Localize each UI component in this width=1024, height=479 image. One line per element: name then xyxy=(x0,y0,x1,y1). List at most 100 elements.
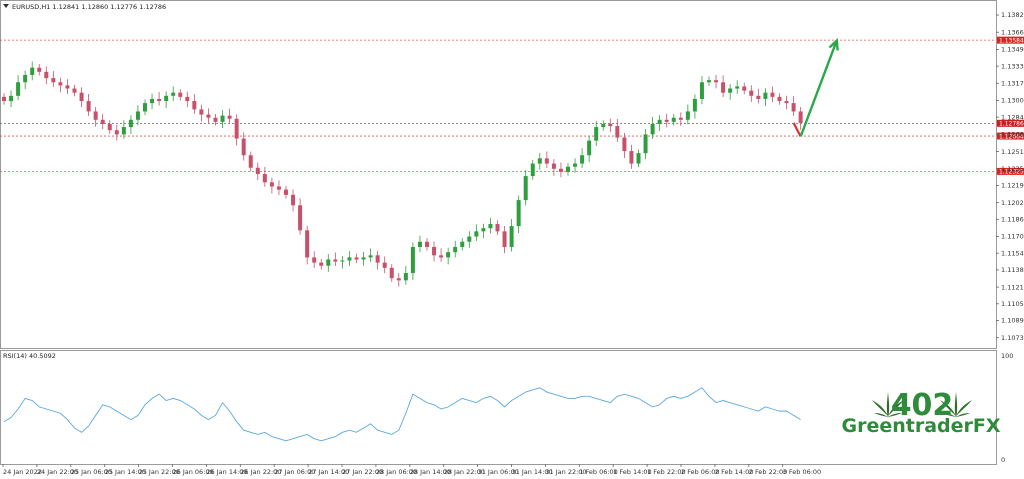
greentraderfx-logo: 402 GreentraderFX xyxy=(841,388,1000,437)
candle-body xyxy=(678,117,683,120)
y-tick-label: 1.12680 xyxy=(1001,131,1024,139)
candle-body xyxy=(566,166,570,172)
candle-body xyxy=(770,92,775,97)
candle-body xyxy=(93,111,98,120)
candle-body xyxy=(784,101,789,104)
candle-body xyxy=(368,255,373,258)
candle-body xyxy=(530,163,535,177)
candle-body xyxy=(107,123,112,131)
candle-body xyxy=(587,140,592,156)
x-tick-label: 27 Jan 22:00 xyxy=(342,468,383,476)
main-panel-frame xyxy=(0,0,997,349)
candle-body xyxy=(763,92,768,99)
candle-body xyxy=(749,90,754,96)
y-tick-label: 1.12025 xyxy=(1001,199,1024,207)
candle-body xyxy=(756,95,761,99)
candle-body xyxy=(185,96,190,102)
candle-body xyxy=(636,153,641,164)
y-tick-label: 1.13170 xyxy=(1001,80,1024,88)
candle-body xyxy=(199,109,204,115)
x-tick-label: 2 Feb 22:00 xyxy=(749,468,788,476)
candle-body xyxy=(629,151,634,164)
candle-body xyxy=(51,78,56,83)
price-axis: 1.13584 1.12786 1.12664 1.12325 1.13825 1.136… xyxy=(996,11,1024,342)
candle-body xyxy=(685,111,690,120)
candle-body xyxy=(460,241,465,247)
candle-body xyxy=(114,130,119,135)
y-tick-label: 1.13825 xyxy=(1001,11,1024,19)
candle-body xyxy=(305,230,310,258)
candle-body xyxy=(206,114,211,118)
x-tick-label: 28 Jan 22:00 xyxy=(444,468,485,476)
candle-body xyxy=(135,111,140,120)
candle-body xyxy=(143,103,147,112)
candle-body xyxy=(269,182,274,187)
candle-body xyxy=(333,259,338,262)
x-tick-label: 26 Jan 14:00 xyxy=(206,468,247,476)
candle-body xyxy=(220,115,225,122)
price-tag-label: 1.13584 xyxy=(999,37,1024,44)
candle-body xyxy=(312,257,317,263)
candle-body xyxy=(128,119,133,128)
candle-body xyxy=(121,127,126,135)
x-tick-label: 1 Feb 14:00 xyxy=(613,468,652,476)
candle-body xyxy=(714,80,719,83)
candle-body xyxy=(319,262,324,266)
price-tag xyxy=(997,167,1024,175)
candle-body xyxy=(467,236,472,242)
candle-body xyxy=(2,96,6,102)
forecast-arrows xyxy=(792,37,839,137)
candle-body xyxy=(509,226,514,247)
candle-body xyxy=(615,126,620,138)
y-tick-label: 1.12845 xyxy=(1001,113,1024,121)
candle-body xyxy=(23,74,28,83)
candle-body xyxy=(657,119,662,124)
y-tick-label: 1.10895 xyxy=(1001,317,1024,325)
candle-body xyxy=(453,246,458,253)
candle-body xyxy=(481,228,486,232)
candle-body xyxy=(58,82,63,86)
y-tick-label: 1.10730 xyxy=(1001,334,1024,342)
y-tick-label: 1.12350 xyxy=(1001,165,1024,173)
y-tick-label: 1.11700 xyxy=(1001,233,1024,241)
candle-body xyxy=(425,241,429,247)
x-tick-label: 27 Jan 14:00 xyxy=(308,468,349,476)
rsi-line xyxy=(3,387,801,442)
x-tick-label: 24 Jan 22:00 xyxy=(37,468,78,476)
candle-body xyxy=(594,127,599,141)
candle-body xyxy=(86,101,91,112)
x-tick-label: 24 Jan 2022 xyxy=(3,468,42,476)
candle-body xyxy=(523,176,528,201)
candle-body xyxy=(157,98,162,102)
candlesticks xyxy=(2,61,803,287)
y-tick-label: 1.13335 xyxy=(1001,62,1024,70)
header-triangle-icon[interactable] xyxy=(3,4,9,8)
candle-body xyxy=(432,246,437,256)
candle-body xyxy=(777,96,782,102)
price-tag xyxy=(997,119,1024,127)
leaf-shape xyxy=(872,392,904,418)
candle-body xyxy=(502,231,507,247)
candle-body xyxy=(192,101,197,110)
candle-body xyxy=(241,138,246,156)
candle-body xyxy=(735,86,740,89)
candle-body xyxy=(544,158,549,164)
candle-body xyxy=(439,255,444,258)
candle-body xyxy=(551,163,556,169)
candle-body xyxy=(354,257,359,260)
price-tag-label: 1.12786 xyxy=(999,121,1024,128)
candle-body xyxy=(375,255,380,263)
candle-body xyxy=(171,92,176,96)
y-tick-label: 1.11215 xyxy=(1001,283,1024,291)
x-tick-label: 26 Jan 22:00 xyxy=(240,468,281,476)
candle-body xyxy=(671,117,676,122)
x-tick-label: 3 Feb 06:00 xyxy=(783,468,822,476)
x-tick-label: 2 Feb 14:00 xyxy=(715,468,754,476)
x-tick-label: 25 Jan 06:00 xyxy=(71,468,112,476)
x-tick-label: 31 Jan 22:00 xyxy=(545,468,586,476)
candle-body xyxy=(389,267,394,279)
symbol-info: EURUSD,H1 1.12841 1.12860 1.12776 1.1278… xyxy=(12,3,166,11)
forecast-down-segment xyxy=(792,122,802,137)
